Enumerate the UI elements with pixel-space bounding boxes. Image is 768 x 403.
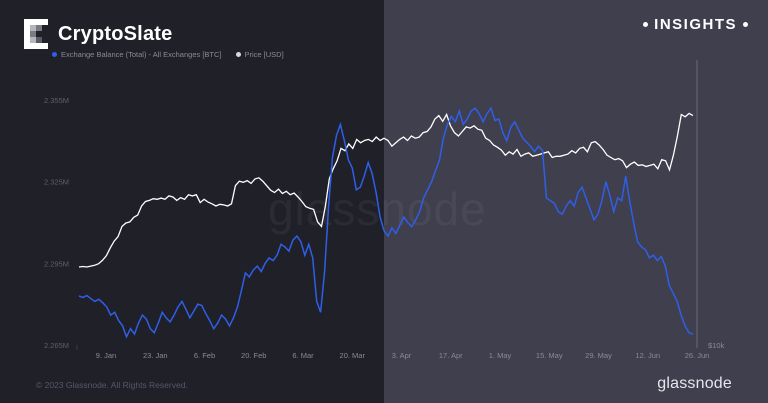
x-tick-label: 1. May [489, 351, 512, 360]
x-tick-label: 26. Jun [685, 351, 710, 360]
x-tick-label: 17. Apr [439, 351, 463, 360]
dot-right-icon [743, 22, 748, 27]
x-tick-label: 9. Jan [96, 351, 116, 360]
legend-label-price: Price [USD] [244, 50, 284, 59]
x-tick-label: 20. Feb [241, 351, 266, 360]
glassnode-logo-text: glassnode [657, 375, 732, 392]
y-left-tick-label: 2.295M [44, 259, 69, 268]
x-tick-label: 23. Jan [143, 351, 168, 360]
legend-swatch-balance [52, 52, 57, 57]
chart-legend: Exchange Balance (Total) - All Exchanges… [52, 50, 284, 59]
cryptoslate-logo-icon [24, 19, 48, 49]
y-left-tick-label: 2.325M [44, 178, 69, 187]
y-right-tick-label: $10k [708, 341, 725, 350]
chart-background-left [0, 0, 384, 403]
balance-series-line [78, 106, 694, 339]
x-tick-label: 6. Feb [194, 351, 215, 360]
x-tick-label: 29. May [585, 351, 612, 360]
dot-left-icon [643, 22, 649, 27]
legend-item-price: Price [USD] [235, 50, 284, 59]
x-tick-label: 20. Mar [340, 351, 366, 360]
insights-tag: INSIGHTS [643, 16, 748, 33]
x-tick-label: 6. Mar [292, 351, 314, 360]
insights-label: INSIGHTS [654, 16, 737, 33]
y-left-tick-label: 2.265M [44, 341, 69, 350]
legend-label-balance: Exchange Balance (Total) - All Exchanges… [61, 50, 222, 59]
brand-name: CryptoSlate [58, 22, 173, 45]
x-tick-label: 3. Apr [392, 351, 412, 360]
legend-item-balance: Exchange Balance (Total) - All Exchanges… [52, 50, 222, 59]
price-series-line [78, 112, 694, 268]
y-left-tick-label: 2.355M [44, 96, 69, 105]
x-tick-label: 15. May [536, 351, 563, 360]
brand: CryptoSlate [24, 18, 172, 50]
copyright-text: © 2023 Glassnode. All Rights Reserved. [36, 380, 188, 390]
x-tick-label: 12. Jun [635, 351, 660, 360]
legend-swatch-price [235, 52, 241, 57]
